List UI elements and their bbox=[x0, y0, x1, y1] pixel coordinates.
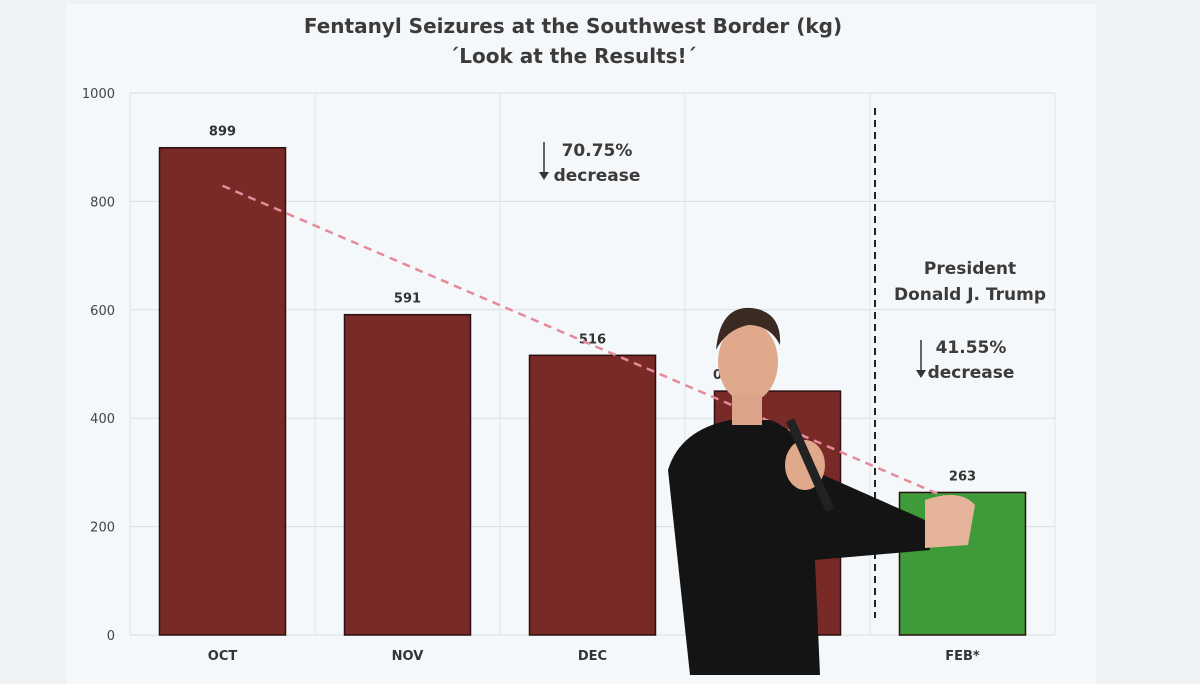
data-label: 591 bbox=[394, 292, 421, 307]
y-tick-label: 400 bbox=[90, 412, 115, 427]
presenter bbox=[668, 307, 975, 675]
arrow-head bbox=[539, 172, 549, 180]
data-label: 516 bbox=[579, 332, 606, 347]
bar bbox=[343, 313, 472, 636]
y-tick-label: 0 bbox=[107, 629, 115, 644]
x-tick-label: FEB* bbox=[945, 649, 980, 664]
y-tick-label: 1000 bbox=[82, 87, 115, 102]
bar bbox=[528, 354, 657, 636]
data-label: 0 bbox=[713, 368, 722, 383]
data-label: 899 bbox=[209, 125, 236, 140]
bar bbox=[158, 146, 287, 636]
chart-subtitle: ´Look at the Results!´ bbox=[449, 44, 696, 68]
arrow-head bbox=[916, 370, 926, 378]
annotation-percent: 41.55% bbox=[936, 338, 1007, 358]
annotation-title-2: Donald J. Trump bbox=[894, 285, 1046, 305]
y-tick-label: 600 bbox=[90, 304, 115, 319]
annotation-label: decrease bbox=[928, 363, 1015, 383]
x-tick-label: NOV bbox=[392, 649, 424, 664]
chart-title: Fentanyl Seizures at the Southwest Borde… bbox=[304, 14, 842, 38]
annotation-label: decrease bbox=[554, 166, 641, 186]
annotation-percent: 70.75% bbox=[562, 141, 633, 161]
x-tick-label: DEC bbox=[578, 649, 607, 664]
annotation-title-1: President bbox=[924, 259, 1016, 279]
annotation-overall: 70.75% decrease bbox=[539, 141, 640, 186]
data-label: 263 bbox=[949, 469, 976, 484]
y-tick-label: 200 bbox=[90, 521, 115, 536]
x-tick-label: OCT bbox=[208, 649, 238, 664]
y-tick-label: 800 bbox=[90, 195, 115, 210]
annotation-trump: President Donald J. Trump 41.55% decreas… bbox=[894, 259, 1046, 383]
microphone-icon bbox=[785, 418, 835, 512]
